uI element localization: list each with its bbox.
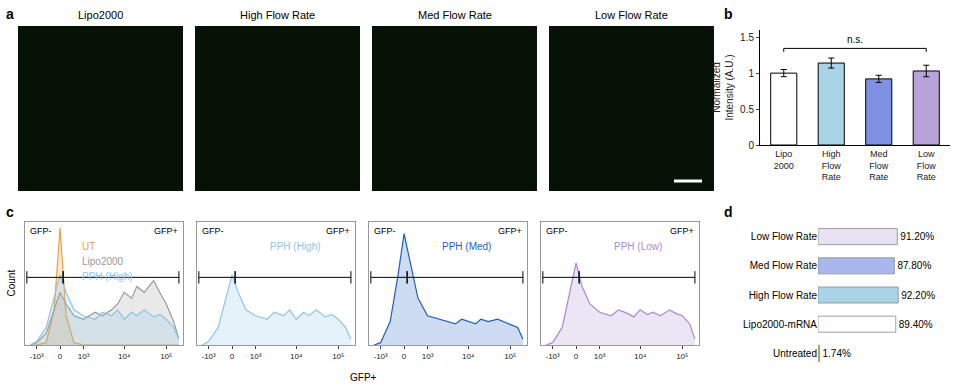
svg-text:10³: 10³ xyxy=(250,352,262,361)
svg-text:92.20%: 92.20% xyxy=(901,290,935,301)
svg-text:MedFlowRate: MedFlowRate xyxy=(869,149,889,182)
svg-text:10⁵: 10⁵ xyxy=(676,352,688,361)
svg-text:GFP+: GFP+ xyxy=(326,226,350,236)
svg-text:GFP-: GFP- xyxy=(30,226,52,236)
svg-text:91.20%: 91.20% xyxy=(900,231,934,242)
svg-text:10⁴: 10⁴ xyxy=(290,352,303,361)
svg-text:10⁴: 10⁴ xyxy=(634,352,647,361)
svg-text:PPH (Med): PPH (Med) xyxy=(442,241,491,252)
svg-text:-10³: -10³ xyxy=(201,352,216,361)
svg-text:0: 0 xyxy=(748,140,754,151)
svg-text:10⁴: 10⁴ xyxy=(462,352,475,361)
svg-text:n.s.: n.s. xyxy=(847,34,863,45)
svg-text:GFP+: GFP+ xyxy=(498,226,522,236)
svg-text:Untreated: Untreated xyxy=(773,348,817,359)
svg-text:High Flow Rate: High Flow Rate xyxy=(749,290,818,301)
svg-text:HighFlowRate: HighFlowRate xyxy=(822,149,842,182)
svg-text:a: a xyxy=(6,6,14,22)
svg-text:-10³: -10³ xyxy=(545,352,560,361)
svg-text:NormalizedIntensity (A.U.): NormalizedIntensity (A.U.) xyxy=(711,54,735,120)
svg-text:0: 0 xyxy=(402,352,407,361)
svg-text:10⁵: 10⁵ xyxy=(332,352,344,361)
svg-text:87.80%: 87.80% xyxy=(897,260,931,271)
svg-text:b: b xyxy=(724,6,733,22)
svg-text:89.40%: 89.40% xyxy=(899,319,933,330)
svg-text:Lipo2000: Lipo2000 xyxy=(78,9,123,21)
svg-text:GFP-: GFP- xyxy=(202,226,224,236)
svg-text:GFP-: GFP- xyxy=(374,226,396,236)
svg-text:10⁵: 10⁵ xyxy=(504,352,516,361)
svg-text:Med Flow Rate: Med Flow Rate xyxy=(418,9,492,21)
svg-text:1.5: 1.5 xyxy=(740,32,754,43)
svg-text:GFP+: GFP+ xyxy=(350,372,377,383)
svg-text:10⁴: 10⁴ xyxy=(118,352,131,361)
svg-text:Lipo2000-mRNA: Lipo2000-mRNA xyxy=(743,319,817,330)
svg-text:1.74%: 1.74% xyxy=(823,348,851,359)
svg-text:1: 1 xyxy=(748,68,754,79)
svg-text:Low Flow Rate: Low Flow Rate xyxy=(751,231,818,242)
svg-text:PPH (Low): PPH (Low) xyxy=(614,241,662,252)
svg-text:GFP+: GFP+ xyxy=(670,226,694,236)
svg-text:0: 0 xyxy=(230,352,235,361)
svg-text:d: d xyxy=(724,204,733,220)
svg-text:Med Flow Rate: Med Flow Rate xyxy=(750,260,818,271)
svg-text:10⁵: 10⁵ xyxy=(160,352,172,361)
svg-text:10³: 10³ xyxy=(594,352,606,361)
svg-text:10³: 10³ xyxy=(78,352,90,361)
svg-text:GFP+: GFP+ xyxy=(154,226,178,236)
svg-text:-10³: -10³ xyxy=(29,352,44,361)
svg-text:0: 0 xyxy=(574,352,579,361)
svg-text:0: 0 xyxy=(58,352,63,361)
svg-text:PPH (High): PPH (High) xyxy=(82,271,133,282)
svg-text:Low Flow Rate: Low Flow Rate xyxy=(595,9,668,21)
svg-text:-10³: -10³ xyxy=(373,352,388,361)
svg-text:High Flow Rate: High Flow Rate xyxy=(240,9,315,21)
svg-text:Lipo2000: Lipo2000 xyxy=(774,149,794,171)
svg-text:LowFlowRate: LowFlowRate xyxy=(917,149,937,182)
svg-text:GFP-: GFP- xyxy=(546,226,568,236)
svg-text:0.5: 0.5 xyxy=(740,104,754,115)
svg-text:UT: UT xyxy=(82,241,95,252)
svg-text:10³: 10³ xyxy=(422,352,434,361)
svg-text:c: c xyxy=(6,204,14,220)
svg-text:Count: Count xyxy=(6,270,17,297)
svg-text:PPH (High): PPH (High) xyxy=(270,241,321,252)
svg-text:Lipo2000: Lipo2000 xyxy=(82,256,124,267)
